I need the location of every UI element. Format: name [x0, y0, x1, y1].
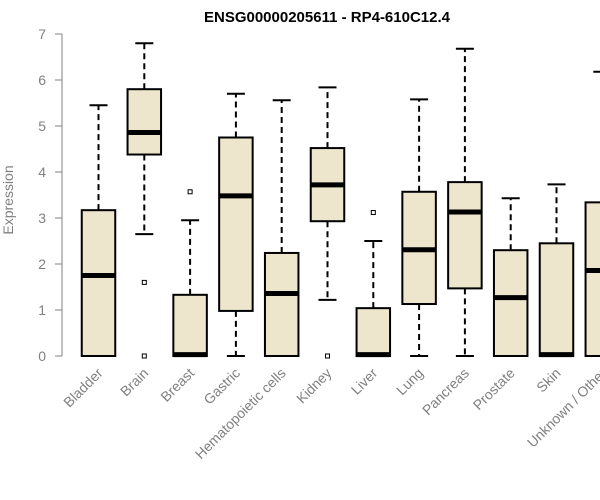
box-gastric — [218, 92, 254, 357]
x-tick-label: Liver — [348, 365, 381, 398]
y-tick-label: 1 — [38, 302, 46, 318]
box-hematopoietic-cells — [263, 99, 300, 358]
box-iqr — [218, 136, 254, 312]
axes: 0 1 2 3 4 5 6 7 — [38, 26, 63, 364]
box-iqr — [126, 88, 163, 156]
outlier-point — [141, 279, 147, 285]
box-iqr — [492, 249, 529, 357]
y-tick-label: 5 — [38, 118, 46, 134]
box-skin — [538, 183, 575, 358]
box-iqr — [263, 251, 300, 358]
box-iqr — [172, 293, 208, 358]
x-tick-label: Brain — [117, 365, 151, 399]
y-tick-label: 6 — [38, 72, 46, 88]
box-iqr — [584, 201, 600, 357]
box-unknown-other — [584, 70, 600, 357]
outlier-point — [370, 209, 376, 215]
box-pancreas — [447, 47, 483, 357]
chart-title: ENSG00000205611 - RP4-610C12.4 — [204, 9, 451, 26]
boxes — [80, 42, 600, 359]
x-tick-label: Gastric — [200, 365, 243, 408]
outlier-point — [141, 353, 147, 359]
x-tick-label: Lung — [393, 365, 426, 398]
box-iqr — [355, 307, 392, 358]
box-bladder — [80, 104, 117, 357]
x-tick-label: Kidney — [293, 365, 335, 407]
y-tick-label: 0 — [38, 348, 46, 364]
y-tick-label: 7 — [38, 26, 46, 42]
x-tick-label: Prostate — [470, 365, 518, 413]
box-prostate — [492, 197, 529, 357]
outlier-point — [325, 353, 330, 359]
y-tick-label: 4 — [38, 164, 46, 180]
box-liver — [355, 209, 392, 358]
box-kidney — [309, 86, 346, 359]
box-lung — [401, 98, 437, 357]
y-tick-label: 3 — [38, 210, 46, 226]
box-breast — [172, 189, 208, 358]
x-tick-label: Hematopoietic cells — [192, 365, 289, 462]
x-tick-label: Pancreas — [419, 365, 472, 418]
box-iqr — [538, 242, 575, 357]
box-iqr — [80, 209, 117, 357]
box-iqr — [447, 181, 483, 290]
y-axis-label: Expression — [0, 165, 16, 234]
x-tick-label: Skin — [533, 365, 564, 396]
box-brain — [126, 42, 163, 359]
x-tick-label: Bladder — [60, 365, 106, 411]
x-tick-label: Breast — [157, 365, 197, 405]
outlier-point — [187, 189, 193, 195]
y-tick-label: 2 — [38, 256, 46, 272]
